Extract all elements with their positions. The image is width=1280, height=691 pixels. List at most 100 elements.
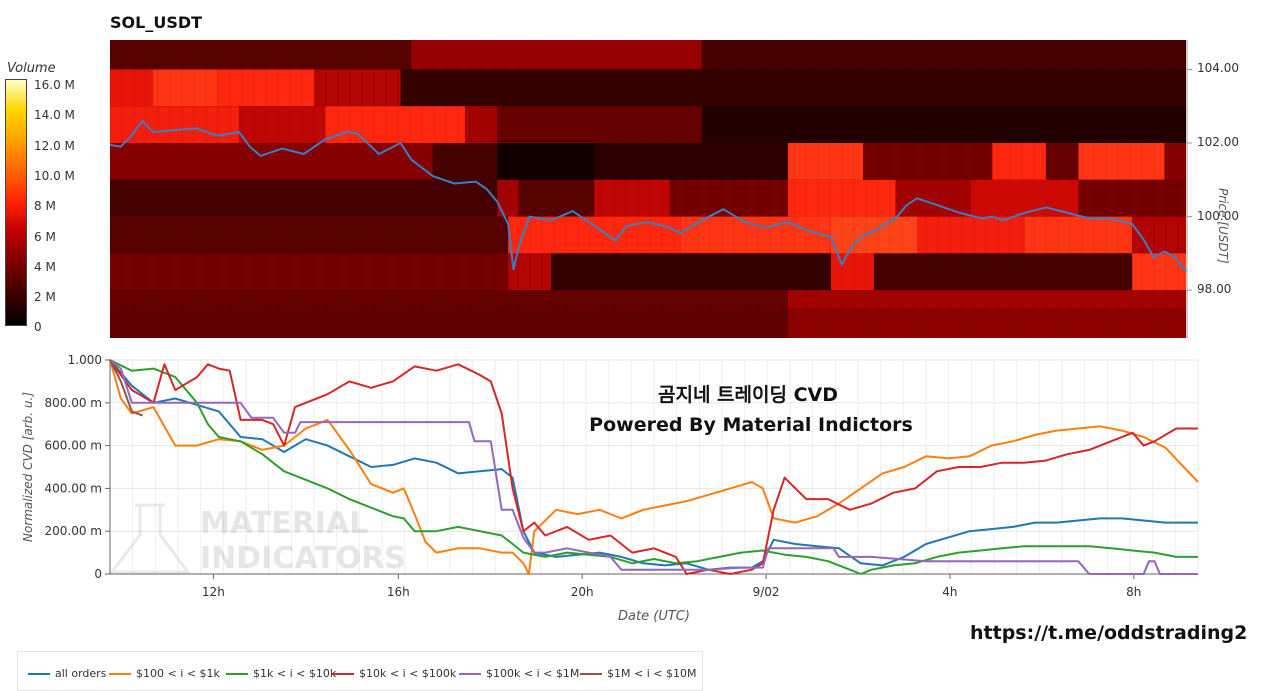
heatmap-cell — [239, 106, 326, 144]
heatmap-cell — [917, 216, 1025, 254]
flask-icon — [108, 503, 192, 574]
heatmap-cell — [497, 106, 702, 144]
heatmap-cell — [110, 253, 509, 291]
legend-label: $10k < i < $100k — [359, 667, 457, 680]
cvd-series-line — [109, 359, 1198, 575]
cvd-ytick-label: 1.000 — [68, 353, 102, 367]
heatmap-cell — [701, 40, 1186, 70]
legend-swatch — [226, 673, 248, 675]
cvd-ytick-label: 200.00 m — [45, 524, 103, 538]
cvd-xtick-label: 20h — [571, 585, 594, 599]
cvd-xtick-label: 4h — [942, 585, 957, 599]
heatmap-cell — [110, 179, 498, 217]
cvd-ytick-label: 400.00 m — [45, 481, 103, 495]
heatmap-cell — [1164, 143, 1186, 180]
legend-swatch — [580, 673, 602, 675]
legend-item-1m-10m[interactable]: $1M < i < $10M — [580, 667, 696, 680]
heatmap-cell — [110, 290, 498, 309]
heatmap-cell — [669, 179, 788, 217]
heatmap-cell — [873, 253, 1133, 291]
heatmap-cell — [465, 106, 498, 144]
heatmap-cell — [787, 143, 864, 180]
heatmap-cell — [432, 143, 498, 180]
heatmap-cell — [411, 40, 702, 70]
cvd-ytick-label: 0 — [94, 567, 102, 581]
cvd-xtick-label: 8h — [1126, 585, 1141, 599]
legend-label: $1k < i < $10k — [253, 667, 337, 680]
heatmap-cell — [1078, 179, 1186, 217]
heatmap-cell — [551, 253, 831, 291]
heatmap-cell — [787, 179, 896, 217]
cvd-series-line — [109, 359, 1198, 575]
heatmap-cell — [1024, 216, 1133, 254]
heatmap-cell — [325, 106, 466, 144]
heatmap-cell — [992, 143, 1047, 180]
heatmap-cell — [110, 40, 379, 70]
heatmap-cell — [110, 143, 433, 180]
legend-item-1k-10k[interactable]: $1k < i < $10k — [226, 667, 336, 680]
legend-item-all-orders[interactable]: all orders — [28, 667, 106, 680]
legend-label: all orders — [55, 667, 107, 680]
legend-item-10k-100k[interactable]: $10k < i < $100k — [332, 667, 456, 680]
price-tick-label: 98.00 — [1197, 282, 1232, 297]
heatmap-cell — [830, 253, 874, 291]
legend-swatch — [28, 673, 50, 675]
heatmap-cell — [787, 290, 1186, 309]
colorbar-tick-label: 8 M — [34, 199, 56, 214]
price-line — [109, 119, 1187, 273]
price-tick-label: 104.00 — [1197, 61, 1239, 76]
telegram-link[interactable]: https://t.me/oddstrading2 — [970, 622, 1248, 644]
heatmap-cell — [497, 290, 788, 309]
colorbar-tick-label: 0 — [34, 320, 42, 335]
heatmap-cell — [497, 143, 595, 180]
cvd-series-line — [109, 359, 1198, 575]
colorbar-tick-label: 16.0 M — [34, 78, 75, 92]
legend-item-100-1k[interactable]: $100 < i < $1k — [109, 667, 220, 680]
cvd-xtick-label: 9/02 — [753, 585, 780, 599]
annotation-subtitle: Powered By Material Indictors — [589, 414, 913, 436]
cvd-series-line — [109, 359, 143, 417]
colorbar-tick-label: 6 M — [34, 229, 56, 244]
annotation-title: 곰지네 트레이딩 CVD — [658, 384, 838, 406]
heatmap-cell — [314, 69, 401, 107]
cvd-ytick-label: 600.00 m — [45, 439, 103, 453]
heatmap-cell — [680, 216, 831, 254]
heatmap-cell — [863, 143, 993, 180]
watermark-text-line-1: MATERIAL — [200, 506, 368, 541]
heatmap-cell — [110, 308, 788, 338]
legend: all orders $100 < i < $1k $1k < i < $10k… — [17, 651, 703, 691]
heatmap-cell — [217, 69, 315, 107]
volume-colorbar — [5, 79, 27, 326]
cvd-y-axis-label: Normalized CVD [arb. u.] — [21, 392, 35, 542]
heatmap-cell — [594, 143, 788, 180]
cvd-ytick-label: 800.00 m — [45, 396, 103, 410]
price-tick-label: 102.00 — [1197, 135, 1239, 149]
heatmap-cell — [1078, 143, 1165, 180]
heatmap-cell — [400, 69, 1186, 107]
legend-swatch — [109, 673, 131, 675]
heatmap-cell — [110, 69, 154, 107]
price-tick-label: 100.00 — [1197, 208, 1239, 223]
colorbar-tick-label: 14.0 M — [34, 108, 75, 123]
colorbar-tick-label: 10.0 M — [34, 168, 75, 183]
heatmap-cell — [497, 179, 519, 217]
colorbar-tick-label: 4 M — [34, 259, 56, 274]
legend-item-100k-1m[interactable]: $100k < i < $1M — [459, 667, 579, 680]
heatmap-cell — [518, 179, 595, 217]
chart-title: SOL_USDT — [110, 13, 203, 32]
legend-label: $100 < i < $1k — [136, 667, 220, 680]
colorbar-title: Volume — [7, 61, 56, 76]
heatmap-cell — [153, 69, 218, 107]
heatmap-cell — [787, 308, 1186, 338]
colorbar-tick-label: 12.0 M — [34, 138, 75, 153]
watermark-text-line-2: INDICATORS — [200, 541, 406, 576]
cvd-xtick-label: 12h — [202, 585, 225, 599]
heatmap-cell — [594, 179, 670, 217]
cvd-xtick-label: 16h — [387, 585, 410, 599]
legend-label: $1M < i < $10M — [607, 667, 697, 680]
cvd-series-line — [109, 359, 1198, 571]
heatmap-cell — [701, 106, 1186, 144]
